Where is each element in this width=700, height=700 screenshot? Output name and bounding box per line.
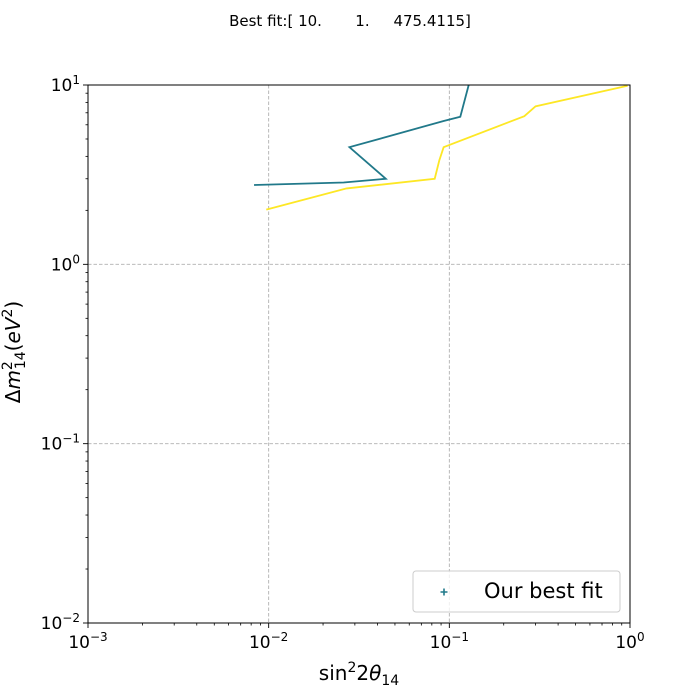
x-tick-label: 100 <box>615 630 644 653</box>
legend: Our best fit <box>412 570 621 613</box>
y-tick-label-base: 10 <box>51 76 73 96</box>
y-tick-label: 10−2 <box>41 611 80 634</box>
y-tick-label: 10−1 <box>41 432 80 455</box>
x-tick-label: 10−3 <box>68 630 107 653</box>
y-tick-label-exp: 0 <box>72 252 80 266</box>
legend-label: Our best fit <box>484 579 603 603</box>
plot-frame <box>87 84 631 624</box>
x-tick-label-exp: −2 <box>271 630 289 644</box>
y-axis-label: Δm214(eV2) <box>0 301 29 403</box>
y-tick-label-base: 10 <box>41 614 63 634</box>
series-line-1 <box>254 84 470 186</box>
y-tick-label-exp: −1 <box>62 432 80 446</box>
x-tick-label-base: 10 <box>68 633 90 653</box>
grid-lines <box>88 85 630 623</box>
x-axis-label: sin22θ14 <box>319 660 399 689</box>
x-tick-label-base: 10 <box>249 633 271 653</box>
x-tick-label-base: 10 <box>615 633 637 653</box>
y-tick-label-exp: −2 <box>62 611 80 625</box>
x-tick-label-base: 10 <box>430 633 452 653</box>
legend-box <box>412 570 621 613</box>
y-tick-label-base: 10 <box>41 435 63 455</box>
legend-marker-plus <box>440 588 448 596</box>
chart-title: Best fit:[ 10. 1. 475.4115] <box>229 12 471 30</box>
y-tick-label: 100 <box>51 252 80 275</box>
y-tick-label-exp: 1 <box>72 73 80 87</box>
series-layer <box>254 84 628 211</box>
x-axis: 10−3 10−2 10−1 100 <box>68 623 645 653</box>
x-tick-label-exp: 0 <box>637 630 645 644</box>
x-tick-label-exp: −1 <box>451 630 469 644</box>
x-tick-label: 10−2 <box>249 630 288 653</box>
series-line-2 <box>266 84 628 211</box>
x-tick-label-exp: −3 <box>90 630 108 644</box>
y-tick-label: 101 <box>51 73 80 96</box>
y-tick-label-base: 10 <box>51 255 73 275</box>
x-tick-label: 10−1 <box>430 630 469 653</box>
